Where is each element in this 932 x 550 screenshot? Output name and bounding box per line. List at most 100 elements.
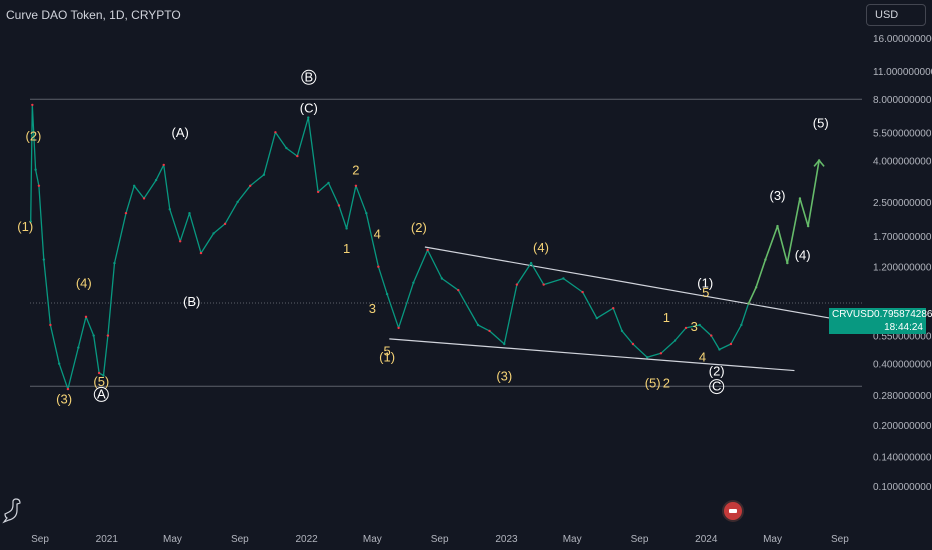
- price-point-20: [168, 208, 171, 211]
- price-point-4: [42, 258, 46, 261]
- price-point-66: [740, 323, 743, 327]
- price-point-40: [385, 292, 389, 296]
- price-point-22: [188, 211, 191, 215]
- price-point-50: [529, 261, 533, 265]
- price-point-28: [262, 173, 266, 176]
- x-tick-label: Sep: [631, 534, 649, 545]
- price-tag-countdown: 18:44:24: [884, 322, 923, 333]
- price-point-8: [77, 346, 80, 349]
- wave-label-24: (1): [697, 275, 713, 290]
- projection-point-3: [776, 224, 779, 228]
- price-point-12: [102, 374, 105, 377]
- price-tag-value: 0.795874286: [874, 309, 932, 320]
- wave-label-27: C: [712, 379, 721, 394]
- price-point-5: [49, 323, 52, 327]
- wave-label-19: 1: [663, 310, 670, 325]
- price-point-2: [34, 168, 37, 171]
- wave-label-8: B: [304, 69, 313, 84]
- x-tick-label: 2022: [296, 534, 319, 545]
- projection-point-1: [754, 286, 758, 289]
- y-tick-label: 0.140000000: [873, 452, 932, 463]
- price-point-30: [285, 146, 288, 150]
- trend-line-3[interactable]: [424, 246, 831, 319]
- y-tick-label: 0.550000000: [873, 332, 932, 343]
- projection-point-5: [798, 197, 802, 200]
- x-tick-label: May: [763, 534, 782, 545]
- price-point-27: [249, 184, 252, 187]
- chart-title: Curve DAO Token, 1D, CRYPTO: [6, 8, 181, 22]
- wave-label-13: 3: [369, 301, 376, 316]
- price-point-17: [142, 197, 146, 200]
- y-tick-label: 2.500000000: [873, 198, 932, 209]
- wave-label-10: 2: [352, 163, 359, 178]
- x-tick-label: May: [563, 534, 582, 545]
- price-point-63: [710, 334, 713, 337]
- wave-label-22: 2: [663, 376, 670, 391]
- price-point-62: [698, 323, 701, 327]
- price-point-64: [718, 348, 721, 351]
- x-tick-label: May: [363, 534, 382, 545]
- price-point-53: [581, 290, 584, 294]
- price-point-43: [426, 248, 429, 252]
- y-tick-label: 5.500000000: [873, 128, 932, 139]
- price-point-29: [274, 131, 277, 134]
- wave-label-26: (2): [709, 363, 725, 378]
- price-point-46: [476, 323, 480, 327]
- price-point-34: [327, 181, 330, 185]
- wave-label-circle: [93, 386, 109, 402]
- wave-label-9: (C): [300, 100, 318, 115]
- record-icon[interactable]: [724, 502, 742, 520]
- price-point-48: [503, 342, 506, 346]
- wave-label-14: (2): [411, 220, 427, 235]
- x-tick-label: Sep: [831, 534, 849, 545]
- projection-point-0: [747, 302, 750, 305]
- y-tick-label: 11.000000000: [873, 67, 932, 78]
- price-point-6: [57, 362, 61, 365]
- price-point-14: [113, 261, 116, 265]
- price-point-26: [236, 200, 239, 204]
- price-point-49: [515, 283, 519, 286]
- price-point-37: [354, 184, 358, 187]
- dinosaur-icon[interactable]: [2, 496, 22, 524]
- trend-line-4[interactable]: [389, 338, 795, 372]
- x-tick-label: 2021: [96, 534, 119, 545]
- projection-point-4: [786, 261, 789, 265]
- currency-selector[interactable]: USD: [866, 4, 926, 26]
- x-tick-label: Sep: [431, 534, 449, 545]
- x-tick-label: 2024: [695, 534, 718, 545]
- price-point-25: [223, 222, 227, 226]
- price-point-3: [37, 184, 41, 187]
- price-point-54: [595, 316, 599, 320]
- wave-label-17: (3): [496, 369, 512, 384]
- y-tick-label: 0.100000000: [873, 482, 932, 493]
- price-point-7: [66, 387, 70, 391]
- price-point-13: [106, 334, 110, 337]
- wave-label-6: (A): [171, 125, 188, 140]
- wave-label-23: 4: [699, 350, 706, 365]
- price-point-57: [631, 342, 635, 346]
- price-point-39: [377, 265, 380, 268]
- price-point-0: [29, 220, 32, 223]
- projection-arrowhead: [813, 159, 825, 167]
- price-point-44: [440, 277, 444, 280]
- wave-label-29: (4): [795, 248, 811, 263]
- x-tick-label: Sep: [231, 534, 249, 545]
- projection-point-6: [806, 224, 810, 228]
- projection-point-2: [764, 258, 767, 261]
- wave-label-11: 4: [374, 227, 381, 242]
- wave-label-circle: [709, 379, 725, 395]
- price-point-41: [397, 326, 400, 330]
- price-point-45: [457, 288, 460, 292]
- price-point-9: [84, 315, 88, 319]
- wave-label-3: (4): [76, 275, 92, 290]
- y-tick-label: 1.700000000: [873, 232, 932, 243]
- x-tick-label: May: [163, 534, 182, 545]
- price-point-10: [92, 334, 95, 337]
- wave-label-2: (3): [56, 391, 72, 406]
- price-point-18: [154, 178, 158, 182]
- price-point-11: [97, 371, 101, 375]
- price-point-42: [412, 281, 415, 284]
- wave-label-25: 5: [702, 285, 709, 300]
